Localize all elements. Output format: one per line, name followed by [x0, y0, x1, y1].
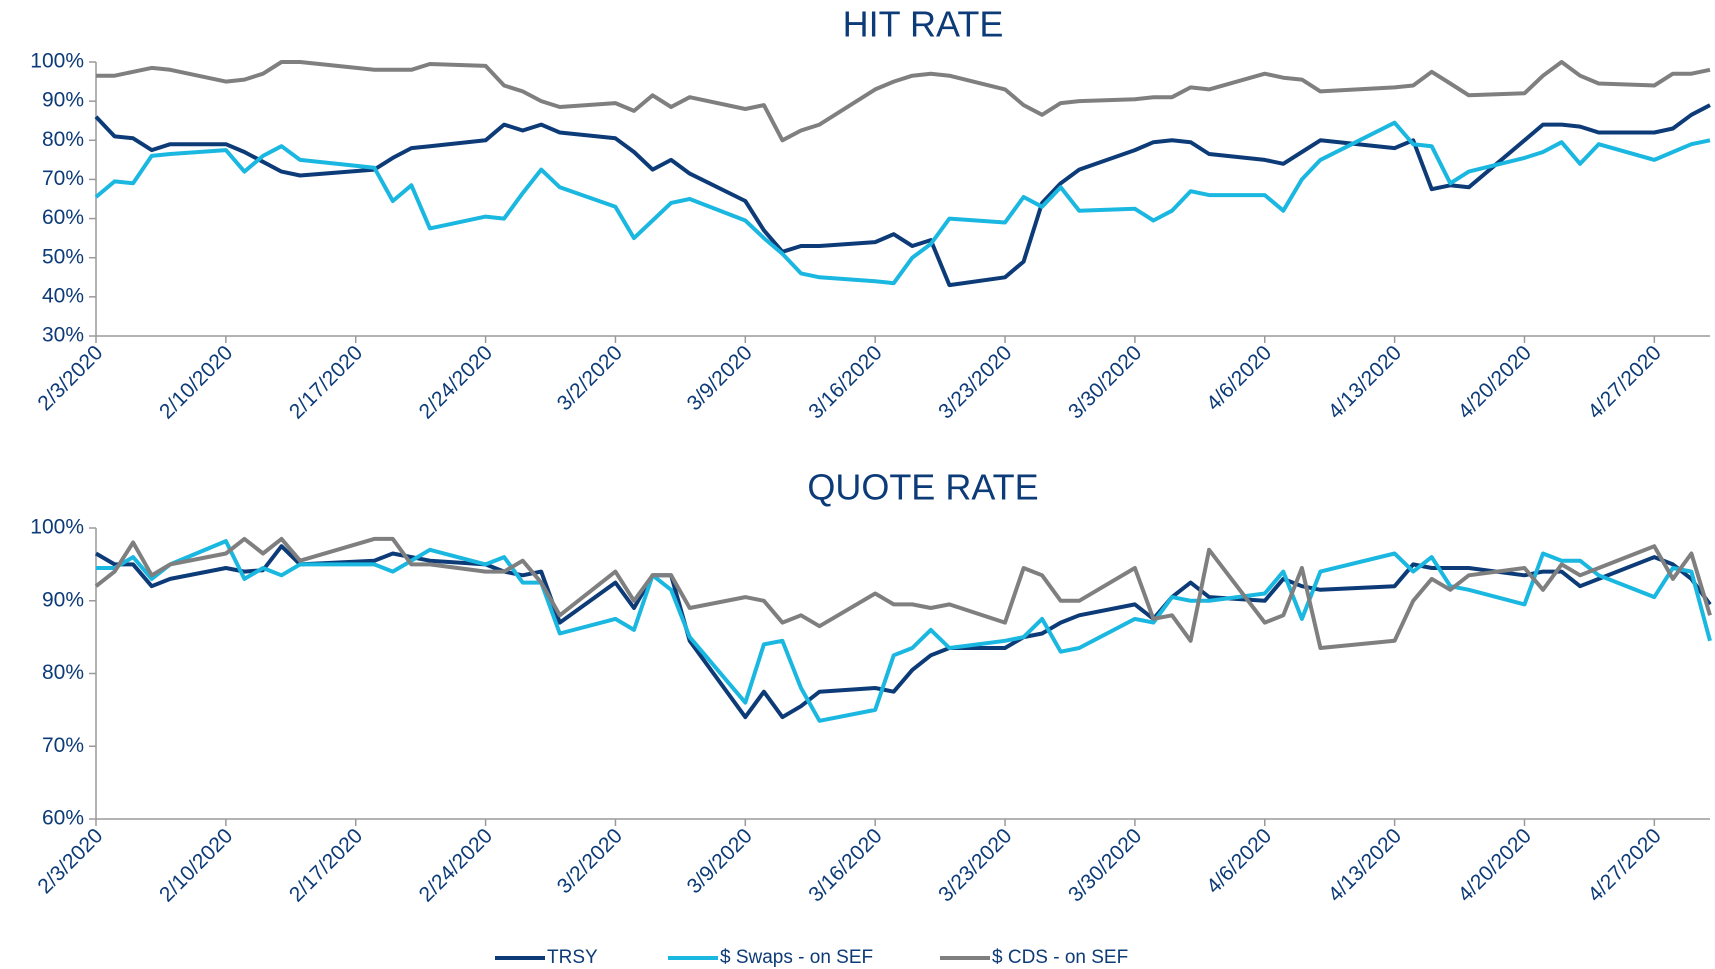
x-tick-label: 4/20/2020	[1454, 341, 1536, 423]
series-line	[94, 536, 1712, 650]
series-line	[96, 60, 1711, 143]
x-tick-label: 3/2/2020	[553, 824, 627, 898]
x-tick-label: 3/16/2020	[804, 824, 886, 906]
x-tick-label: 3/9/2020	[683, 341, 757, 415]
y-tick-label: 80%	[42, 128, 84, 151]
x-tick-label: 2/17/2020	[285, 824, 367, 906]
series-line	[94, 120, 1711, 286]
y-tick-label: 70%	[42, 167, 84, 190]
y-tick-label: 100%	[30, 516, 84, 539]
x-tick-label: 3/30/2020	[1064, 341, 1146, 423]
y-tick-label: 30%	[42, 324, 84, 347]
y-tick-label: 100%	[30, 50, 84, 73]
x-tick-label: 3/30/2020	[1064, 824, 1146, 906]
y-tick-label: 60%	[42, 807, 84, 830]
x-tick-label: 4/13/2020	[1324, 824, 1406, 906]
x-tick-label: 3/9/2020	[683, 824, 757, 898]
y-tick-label: 40%	[42, 284, 84, 307]
series-line	[96, 539, 1712, 723]
y-tick-label: 90%	[42, 89, 84, 112]
x-tick-label: 3/23/2020	[934, 341, 1016, 423]
legend-label: $ Swaps - on SEF	[720, 947, 873, 968]
x-tick-label: 4/27/2020	[1583, 824, 1665, 906]
x-tick-label: 2/24/2020	[415, 824, 497, 906]
x-tick-label: 2/10/2020	[155, 341, 237, 423]
x-tick-label: 2/3/2020	[33, 824, 107, 898]
chart-title: QUOTE RATE	[807, 467, 1038, 508]
x-tick-label: 4/6/2020	[1202, 824, 1276, 898]
series-line	[94, 544, 1712, 720]
y-tick-label: 50%	[42, 245, 84, 268]
x-tick-label: 2/24/2020	[415, 341, 497, 423]
series-line	[94, 103, 1711, 288]
y-tick-label: 60%	[42, 206, 84, 229]
y-tick-label: 70%	[42, 734, 84, 757]
x-tick-label: 3/16/2020	[804, 341, 886, 423]
chart-title: HIT RATE	[843, 4, 1004, 45]
y-tick-label: 90%	[42, 588, 84, 611]
x-tick-label: 3/2/2020	[553, 341, 627, 415]
legend-label: TRSY	[547, 947, 598, 968]
y-tick-label: 80%	[42, 661, 84, 684]
x-tick-label: 4/27/2020	[1583, 341, 1665, 423]
x-tick-label: 2/17/2020	[285, 341, 367, 423]
x-tick-label: 2/10/2020	[155, 824, 237, 906]
x-tick-label: 4/20/2020	[1454, 824, 1536, 906]
legend-label: $ CDS - on SEF	[992, 947, 1128, 968]
x-tick-label: 4/13/2020	[1324, 341, 1406, 423]
x-tick-label: 2/3/2020	[33, 341, 107, 415]
x-tick-label: 3/23/2020	[934, 824, 1016, 906]
x-tick-label: 4/6/2020	[1202, 341, 1276, 415]
